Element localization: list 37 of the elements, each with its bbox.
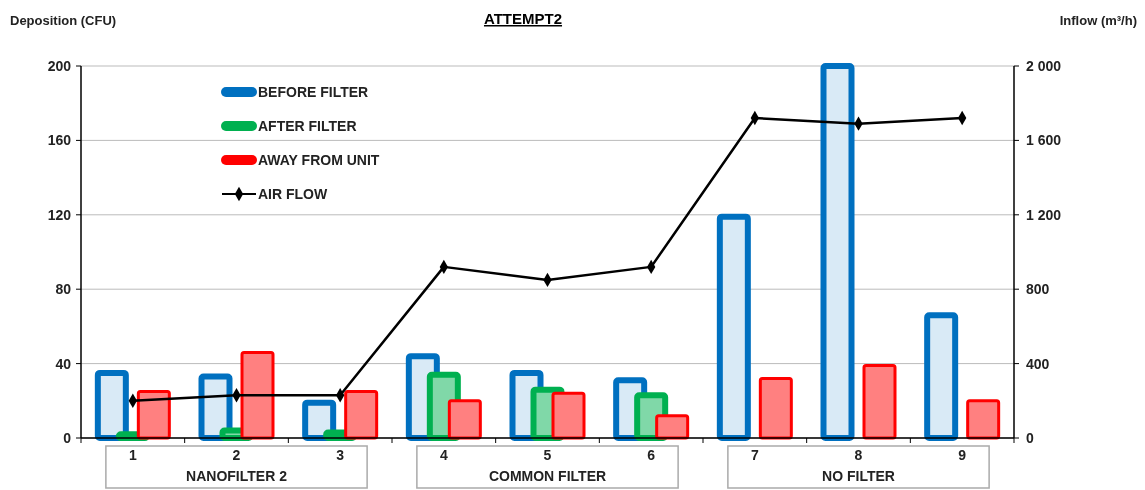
legend-label: AIR FLOW (258, 185, 328, 202)
bar (240, 350, 275, 440)
x-tick-label: 5 (543, 447, 552, 463)
x-tick-label: 6 (647, 447, 656, 463)
legend-label: BEFORE FILTER (258, 83, 369, 100)
y-tick-label: 40 (55, 355, 72, 372)
y-tick-label: 160 (47, 132, 72, 149)
text: COMMON FILTER (488, 468, 607, 484)
x-tick-label: 7 (750, 447, 759, 463)
x-tick-label: 1 (128, 447, 137, 463)
y2-tick-label: 800 (1026, 281, 1050, 298)
y2-tick-label: 400 (1026, 355, 1050, 372)
legend-label: AWAY FROM UNIT (258, 151, 380, 168)
x-tick-label: 2 (232, 447, 241, 463)
text: NANOFILTER 2 (186, 468, 288, 484)
bar (344, 390, 379, 440)
bar (862, 363, 897, 440)
y2-tick-label: 1 600 (1026, 132, 1062, 149)
x-tick-label: 8 (854, 447, 863, 463)
bar (136, 390, 171, 440)
y2-tick-label: 1 200 (1026, 206, 1062, 223)
y-tick-label: 80 (55, 281, 72, 298)
bar (758, 376, 793, 440)
bar (966, 399, 1001, 440)
text: NO FILTER (822, 468, 895, 484)
y-tick-label: 120 (47, 206, 72, 223)
x-tick-label: 3 (336, 447, 345, 463)
x-tick-label: 9 (958, 447, 967, 463)
y-tick-label: 200 (47, 57, 72, 74)
legend-label: AFTER FILTER (258, 117, 357, 134)
y-axis-title: Deposition (CFU) (10, 13, 117, 28)
y2-tick-label: 0 (1026, 429, 1034, 446)
chart-title: ATTEMPT2 (483, 10, 563, 27)
y2-axis-title: Inflow (m³/h) (1059, 13, 1137, 28)
y-tick-label: 0 (63, 429, 72, 446)
x-tick-label: 4 (439, 447, 448, 463)
y2-tick-label: 2 000 (1026, 57, 1062, 74)
